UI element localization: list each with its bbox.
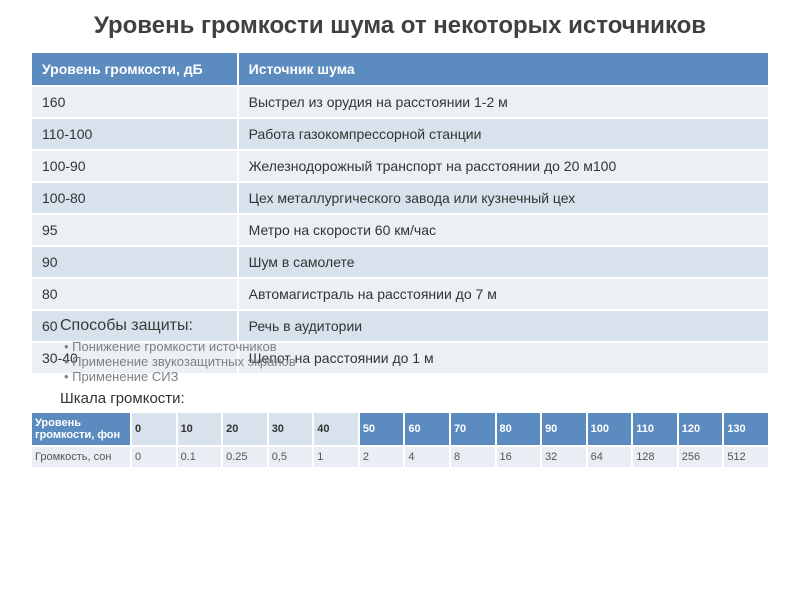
scale-phon-cell: 40 — [313, 412, 359, 446]
scale-son-cell: 8 — [450, 446, 496, 468]
cell-db: 80 — [31, 278, 238, 310]
loudness-scale-table: Уровень громкости, фон010203040506070809… — [30, 411, 770, 469]
table-header: Уровень громкости, дБ — [31, 52, 238, 86]
scale-phon-cell: 90 — [541, 412, 587, 446]
scale-son-cell: 0.1 — [177, 446, 223, 468]
scale-son-cell: 0 — [131, 446, 177, 468]
scale-son-cell: 32 — [541, 446, 587, 468]
scale-phon-cell: 0 — [131, 412, 177, 446]
table-header: Источник шума — [238, 52, 769, 86]
scale-son-cell: 128 — [632, 446, 678, 468]
scale-phon-cell: 20 — [222, 412, 268, 446]
cell-source: Железнодорожный транспорт на расстоянии … — [238, 150, 769, 182]
table-row: 100-90Железнодорожный транспорт на расст… — [31, 150, 769, 182]
scale-phon-cell: 110 — [632, 412, 678, 446]
table-row: 100-80Цех металлургического завода или к… — [31, 182, 769, 214]
cell-source: Автомагистраль на расстоянии до 7 м — [238, 278, 769, 310]
scale-son-cell: 16 — [496, 446, 542, 468]
scale-row-label: Громкость, сон — [31, 446, 131, 468]
scale-phon-cell: 30 — [268, 412, 314, 446]
scale-son-cell: 4 — [404, 446, 450, 468]
cell-db: 95 — [31, 214, 238, 246]
scale-phon-cell: 60 — [404, 412, 450, 446]
scale-phon-cell: 100 — [587, 412, 633, 446]
cell-db: 100-90 — [31, 150, 238, 182]
cell-source: Выстрел из орудия на расстоянии 1-2 м — [238, 86, 769, 118]
list-item: Применение СИЗ — [64, 369, 770, 384]
scale-son-cell: 2 — [359, 446, 405, 468]
cell-source: Работа газокомпрессорной станции — [238, 118, 769, 150]
cell-source: Шум в самолете — [238, 246, 769, 278]
table-row: 110-100Работа газокомпрессорной станции — [31, 118, 769, 150]
cell-db: 90 — [31, 246, 238, 278]
scale-phon-cell: 50 — [359, 412, 405, 446]
ways-title: Способы защиты: — [60, 317, 770, 335]
cell-db: 110-100 — [31, 118, 238, 150]
scale-son-cell: 256 — [678, 446, 724, 468]
scale-phon-cell: 120 — [678, 412, 724, 446]
scale-phon-cell: 70 — [450, 412, 496, 446]
scale-son-cell: 64 — [587, 446, 633, 468]
scale-title: Шкала громкости: — [60, 390, 770, 407]
cell-db: 100-80 — [31, 182, 238, 214]
page-title: Уровень громкости шума от некоторых исто… — [30, 10, 770, 41]
cell-source: Цех металлургического завода или кузнечн… — [238, 182, 769, 214]
table-row: 80Автомагистраль на расстоянии до 7 м — [31, 278, 769, 310]
cell-db: 160 — [31, 86, 238, 118]
table-row: 90Шум в самолете — [31, 246, 769, 278]
scale-son-cell: 0.25 — [222, 446, 268, 468]
scale-phon-cell: 130 — [723, 412, 769, 446]
table-row: 95Метро на скорости 60 км/час — [31, 214, 769, 246]
scale-son-cell: 0,5 — [268, 446, 314, 468]
scale-phon-cell: 80 — [496, 412, 542, 446]
scale-son-cell: 1 — [313, 446, 359, 468]
cell-source: Метро на скорости 60 км/час — [238, 214, 769, 246]
scale-row-label: Уровень громкости, фон — [31, 412, 131, 446]
table-row: 160Выстрел из орудия на расстоянии 1-2 м — [31, 86, 769, 118]
scale-phon-cell: 10 — [177, 412, 223, 446]
scale-son-cell: 512 — [723, 446, 769, 468]
